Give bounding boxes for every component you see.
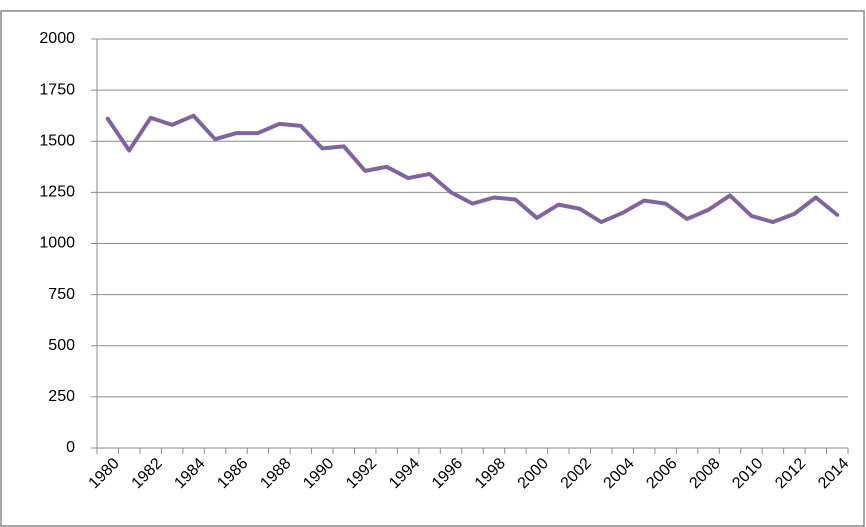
y-tick-label: 1750 (39, 81, 75, 98)
chart-frame (0, 10, 865, 527)
y-tick-label: 2000 (39, 30, 75, 47)
y-tick-label: 1500 (39, 132, 75, 149)
y-tick-label: 1250 (39, 184, 75, 201)
y-tick-label: 250 (48, 388, 75, 405)
series-line (105, 113, 840, 225)
y-tick-label: 0 (66, 439, 75, 456)
y-tick-label: 1000 (39, 235, 75, 252)
y-tick-label: 750 (48, 286, 75, 303)
y-tick-label: 500 (48, 337, 75, 354)
